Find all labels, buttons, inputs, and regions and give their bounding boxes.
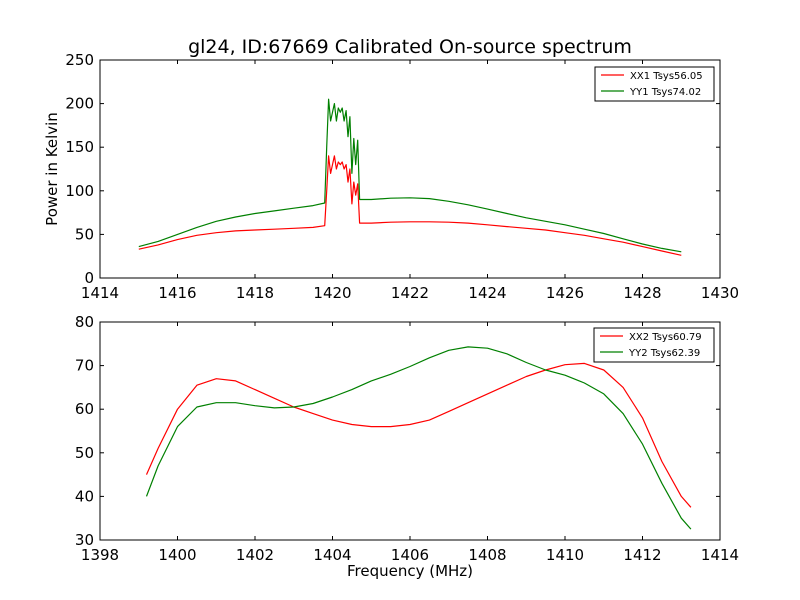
y-tick-label: 30 [75,531,94,549]
x-tick-label: 1416 [158,284,196,302]
legend-label-xx1: XX1 Tsys56.05 [630,71,703,82]
bottom-chart-panel: 1398 1400 1402 1404 1406 1408 1410 1412 1414 30 40… [75,313,739,580]
y-tick-label: 60 [75,400,94,418]
y-tick-label: 50 [75,444,94,462]
y-axis-label: Power in Kelvin [43,112,61,226]
x-tick-label: 1410 [546,546,584,564]
top-plot-frame [99,59,721,279]
x-tick-label: 1414 [81,284,119,302]
x-tick-label: 1412 [623,546,661,564]
legend-label-yy1: YY1 Tsys74.02 [629,87,701,98]
x-tick-label: 1426 [546,284,584,302]
legend-label-xx2: XX2 Tsys60.79 [629,332,702,343]
x-tick-label: 1420 [313,284,351,302]
y-tick-label: 70 [75,357,94,375]
x-tick-label: 1418 [236,284,274,302]
series-line-yy2-tsys62-39 [145,346,692,530]
x-tick-label: 1424 [468,284,506,302]
y-tick-label: 100 [65,182,94,200]
x-tick-label: 1404 [313,546,351,564]
bottom-series-group [145,346,692,530]
y-tick-label: 50 [75,225,94,243]
x-tick-label: 1414 [701,546,739,564]
x-tick-label: 1408 [468,546,506,564]
bottom-plot-frame [99,321,721,541]
x-tick-label: 1406 [391,546,429,564]
legend-box [593,327,715,363]
x-tick-label: 1422 [391,284,429,302]
x-tick-label: 1428 [623,284,661,302]
x-tick-label: 1430 [701,284,739,302]
y-tick-label: 80 [75,313,94,331]
y-tick-label: 0 [84,269,94,287]
chart-title: gl24, ID:67669 Calibrated On-source spec… [188,36,632,58]
legend-label-yy2: YY2 Tsys62.39 [628,348,700,359]
y-tick-label: 150 [65,138,94,156]
y-tick-label: 200 [65,95,94,113]
legend-box [594,66,715,102]
x-tick-label: 1398 [81,546,119,564]
x-axis-label: Frequency (MHz) [347,562,473,580]
x-tick-label: 1400 [158,546,196,564]
top-chart-panel: gl24, ID:67669 Calibrated On-source spec… [43,36,739,302]
y-tick-label: 40 [75,487,94,505]
x-tick-label: 1402 [236,546,274,564]
y-tick-label: 250 [65,51,94,69]
top-series-group [138,98,682,256]
top-axis-ticks: 1414 1416 1418 1420 1422 1424 1426 1428 1430 0 50 1… [65,51,739,302]
series-line-xx1-tsys56-05 [138,155,682,256]
series-line-xx2-tsys60-79 [145,362,692,508]
bottom-axis-ticks: 1398 1400 1402 1404 1406 1408 1410 1412 1414 30 40… [75,313,739,564]
bottom-legend: XX2 Tsys60.79 YY2 Tsys62.39 [593,327,715,363]
top-legend: XX1 Tsys56.05 YY1 Tsys74.02 [594,66,715,102]
series-line-yy1-tsys74-02 [138,98,682,253]
